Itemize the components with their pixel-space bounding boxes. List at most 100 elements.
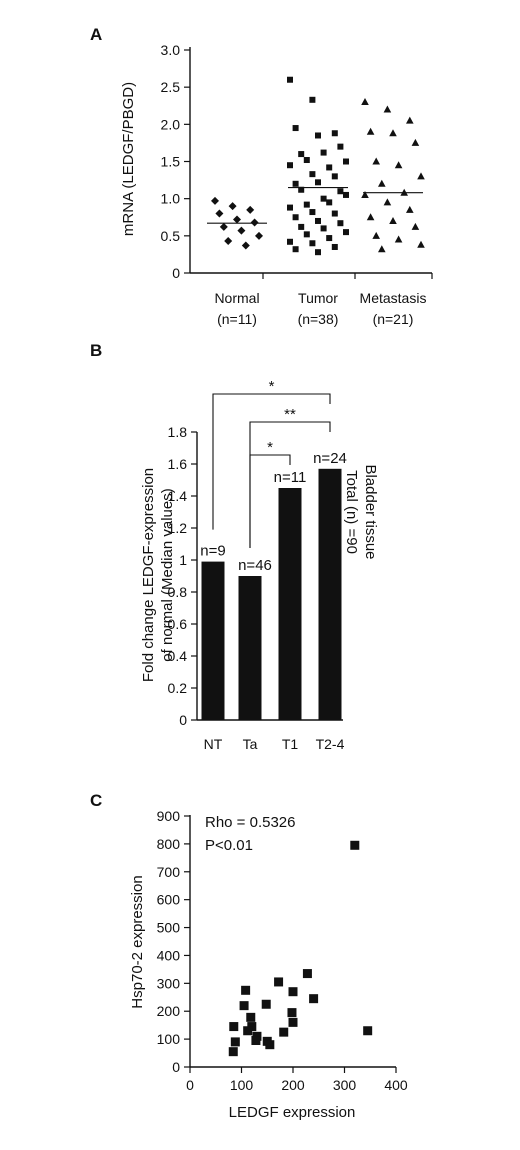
panel-a-data-point-metastasis	[378, 245, 386, 253]
panel-c-y-tick-label: 400	[157, 947, 181, 963]
panel-c-data-point	[309, 994, 319, 1004]
panel-c-letter: C	[90, 791, 102, 810]
panel-a-y-tick-label: 0	[172, 265, 180, 281]
panel-a-data-point-tumor	[315, 132, 321, 139]
panel-b-y-axis-label-line-2: of normal (Median values)	[159, 488, 176, 661]
panel-c-data-point	[239, 1001, 249, 1011]
panel-a-data-point-tumor	[287, 76, 293, 83]
panel-c-data-point	[246, 1012, 256, 1022]
panel-a-data-point-tumor	[326, 235, 333, 242]
panel-b-y-tick-label: 1	[179, 552, 187, 568]
panel-a-data-point-tumor	[287, 204, 293, 211]
panel-a-data-point-tumor	[303, 231, 310, 238]
panel-b-significance-bracket	[212, 393, 331, 530]
panel-a-y-tick-label: 1.5	[161, 154, 181, 170]
panel-c-y-tick-label: 200	[157, 1003, 181, 1019]
panel-a-data-point-tumor	[337, 143, 344, 150]
panel-a-data-point-tumor	[292, 180, 299, 187]
panel-b-y-tick-label: 0	[179, 712, 187, 728]
panel-a-data-point-normal	[233, 215, 241, 224]
panel-c-data-point	[251, 1036, 261, 1046]
panel-c-y-tick-label: 0	[172, 1059, 180, 1075]
panel-a-data-point-tumor	[292, 125, 299, 132]
panel-a-data-point-metastasis	[411, 222, 420, 230]
panel-a-data-point-metastasis	[389, 216, 397, 224]
panel-a-group-n-label: (n=21)	[373, 311, 414, 327]
panel-a-data-point-normal	[219, 222, 228, 231]
panel-b-significance-label: **	[284, 406, 296, 423]
panel-b-y-tick-label: 1.8	[168, 424, 188, 440]
panel-c-data-point	[274, 977, 284, 987]
panel-a-data-point-metastasis	[417, 240, 425, 248]
panel-a-data-point-tumor	[320, 195, 327, 202]
panel-a-data-point-tumor	[326, 164, 333, 171]
panel-c-data-point	[265, 1040, 275, 1050]
panel-a-data-point-metastasis	[383, 105, 392, 113]
panel-c-data-point	[288, 987, 298, 997]
panel-b-y-tick-label: 0.4	[168, 648, 188, 664]
panel-b-bar-n-label: n=9	[200, 543, 225, 560]
panel-a-data-point-tumor	[343, 229, 349, 236]
panel-c-data-point	[241, 985, 251, 995]
panel-c-x-tick-label: 100	[230, 1077, 254, 1093]
panel-b-y-tick-label: 0.6	[168, 616, 188, 632]
panel-a-data-point-tumor	[315, 179, 321, 186]
panel-a-data-point-normal	[250, 218, 259, 227]
panel-a-data-point-normal	[246, 205, 255, 214]
panel-a-data-point-normal	[224, 237, 233, 246]
panel-c-y-axis-label: Hsp70-2 expression	[129, 875, 146, 1008]
panel-a-data-point-tumor	[309, 240, 316, 247]
panel-c-y-tick-label: 900	[157, 808, 181, 824]
panel-b-y-tick-label: 1.6	[168, 456, 188, 472]
panel-a-data-point-metastasis	[366, 213, 375, 221]
panel-a-y-tick-label: 1.0	[161, 191, 181, 207]
panel-a-group-label: Metastasis	[360, 290, 427, 306]
panel-b-side-text-line-1: Bladder tissue	[362, 464, 379, 559]
panel-b-bar-n-label: n=46	[238, 557, 272, 574]
panel-a-data-point-tumor	[337, 220, 344, 227]
panel-c-data-point	[287, 1008, 297, 1018]
panel-a-data-point-metastasis	[394, 235, 403, 243]
panel-a-data-point-metastasis	[378, 179, 386, 187]
panel-a-data-point-normal	[237, 226, 246, 235]
panel-b-bar-n-label: n=24	[313, 450, 347, 467]
panel-a-data-point-tumor	[298, 223, 305, 230]
panel-a-data-point-metastasis	[400, 188, 408, 196]
panel-a-data-point-tumor	[292, 246, 299, 253]
panel-c-y-tick-label: 100	[157, 1031, 181, 1047]
panel-a-data-point-metastasis	[366, 127, 375, 135]
panel-a-data-point-tumor	[337, 188, 344, 195]
panel-a-data-point-normal	[215, 209, 224, 218]
panel-a-data-point-tumor	[309, 209, 316, 216]
panel-a-data-point-metastasis	[383, 198, 392, 206]
panel-c-data-point	[302, 969, 312, 979]
panel-c-data-point	[288, 1017, 298, 1027]
panel-b-bar-chart: B Fold change LEDGF-expression of normal…	[90, 341, 379, 752]
panel-a-data-point-metastasis	[372, 157, 380, 165]
panel-a-data-point-metastasis	[406, 116, 414, 124]
panel-c-data-point	[279, 1027, 289, 1037]
panel-a-data-point-metastasis	[361, 98, 369, 106]
panel-a-data-point-tumor	[315, 217, 321, 224]
panel-a-data-point-tumor	[320, 225, 327, 232]
panel-b-bar-n-label: n=11	[274, 469, 307, 486]
panel-b-bar-ta	[238, 576, 262, 720]
panel-c-data-point	[243, 1026, 253, 1036]
panel-a-data-point-normal	[211, 196, 219, 205]
panel-b-x-tick-label: T1	[282, 736, 299, 752]
panel-c-y-tick-label: 700	[157, 864, 181, 880]
panel-a-y-axis-label: mRNA (LEDGF/PBGD)	[120, 82, 137, 236]
panel-a-group-n-label: (n=38)	[298, 311, 339, 327]
panel-b-side-text-line-2: Total (n) =90	[343, 470, 360, 554]
panel-a-data-point-metastasis	[394, 161, 403, 169]
panel-a-y-tick-label: 2.0	[161, 116, 181, 132]
panel-a-data-point-tumor	[331, 243, 338, 250]
panel-a-data-point-tumor	[303, 157, 310, 164]
panel-a-data-point-metastasis	[406, 205, 414, 213]
panel-c-data-point	[261, 999, 271, 1009]
panel-c-x-tick-label: 400	[384, 1077, 408, 1093]
panel-a-data-point-normal	[241, 241, 250, 250]
panel-a-group-label: Tumor	[298, 290, 338, 306]
panel-a-data-point-metastasis	[372, 231, 380, 239]
